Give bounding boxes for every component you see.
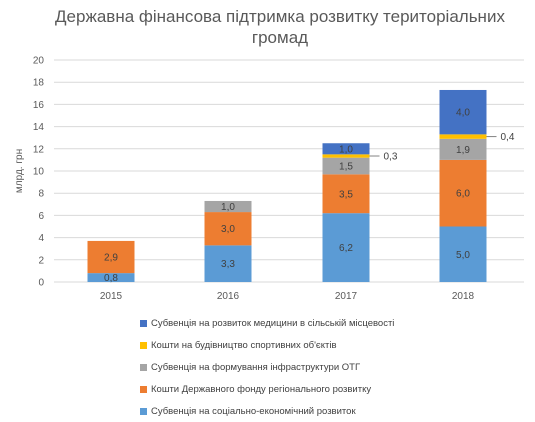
bar-segment xyxy=(204,200,252,213)
bar-segment xyxy=(322,157,370,175)
y-tick-label: 12 xyxy=(33,144,45,155)
data-label: 2,9 xyxy=(104,253,118,264)
x-tick-label: 2017 xyxy=(335,291,358,302)
y-tick-label: 0 xyxy=(38,278,44,289)
y-tick-label: 6 xyxy=(38,211,44,222)
y-tick-label: 4 xyxy=(38,233,44,244)
data-label: 1,0 xyxy=(339,144,353,155)
legend-label: Субвенція на розвиток медицини в сільськ… xyxy=(151,317,395,329)
data-label: 6,2 xyxy=(339,243,353,254)
y-tick-label: 10 xyxy=(33,167,45,178)
data-label: 5,0 xyxy=(456,250,470,261)
y-tick-label: 8 xyxy=(38,189,44,200)
legend-label: Субвенція на формування інфраструктури О… xyxy=(151,361,361,373)
y-tick-label: 2 xyxy=(38,255,44,266)
y-tick-label: 20 xyxy=(33,56,45,67)
bar-segment xyxy=(87,273,135,282)
bar-segment xyxy=(439,134,487,139)
chart-title-line-1: Державна фінансова підтримка розвитку те… xyxy=(55,7,505,26)
bar-segment xyxy=(204,212,252,246)
chart-title-line-2: громад xyxy=(251,28,309,47)
legend-item: Кошти Державного фонду регіонального роз… xyxy=(140,378,394,400)
legend-swatch xyxy=(140,407,147,415)
legend-label: Субвенція на соціально-економічний розви… xyxy=(151,405,356,417)
data-label: 6,0 xyxy=(456,189,470,200)
legend-item: Субвенція на формування інфраструктури О… xyxy=(140,356,394,378)
y-tick-label: 14 xyxy=(33,122,45,133)
legend-label: Кошти Державного фонду регіонального роз… xyxy=(151,383,372,395)
legend-label: Кошти на будівництво спортивних об'єктів xyxy=(151,339,337,351)
legend-swatch xyxy=(140,385,147,393)
data-label: 1,0 xyxy=(221,202,235,213)
stacked-bar-chart: 0 2 4 6 8 10 12 14 16 18 20 млрд. грн 2015 2016 2017 20… xyxy=(14,56,524,302)
bar-segment xyxy=(439,159,487,227)
data-label: 1,9 xyxy=(456,145,470,156)
bar-segment xyxy=(322,143,370,155)
data-label: 0,8 xyxy=(104,273,118,284)
chart-title: Державна фінансова підтримка розвитку те… xyxy=(40,6,520,48)
data-label: 3,3 xyxy=(221,259,235,270)
data-label: 0,3 xyxy=(384,152,398,163)
y-tick-label: 18 xyxy=(33,78,45,89)
data-label: 0,4 xyxy=(501,132,515,143)
bar-segment xyxy=(204,245,252,282)
legend-item: Субвенція на розвиток медицини в сільськ… xyxy=(140,312,394,334)
bar-segment xyxy=(322,154,370,158)
data-label: 3,0 xyxy=(221,224,235,235)
bar-segment xyxy=(439,138,487,160)
bar-segment xyxy=(322,174,370,214)
legend-swatch xyxy=(140,319,147,327)
x-tick-label: 2016 xyxy=(217,291,240,302)
bar-segment xyxy=(322,213,370,282)
legend-swatch xyxy=(140,341,147,349)
y-tick-label: 16 xyxy=(33,100,45,111)
legend-item: Кошти на будівництво спортивних об'єктів xyxy=(140,334,394,356)
bar-segment xyxy=(87,240,135,274)
bar-segment xyxy=(439,89,487,135)
legend-item: Субвенція на соціально-економічний розви… xyxy=(140,400,394,422)
x-tick-label: 2015 xyxy=(100,291,123,302)
x-tick-label: 2018 xyxy=(452,291,475,302)
data-label: 1,5 xyxy=(339,162,353,173)
y-axis-label: млрд. грн xyxy=(14,149,25,193)
legend-swatch xyxy=(140,363,147,371)
data-label: 4,0 xyxy=(456,108,470,119)
chart-legend: Субвенція на розвиток медицини в сільськ… xyxy=(140,312,394,422)
bar-segment xyxy=(439,226,487,282)
data-label: 3,5 xyxy=(339,189,353,200)
